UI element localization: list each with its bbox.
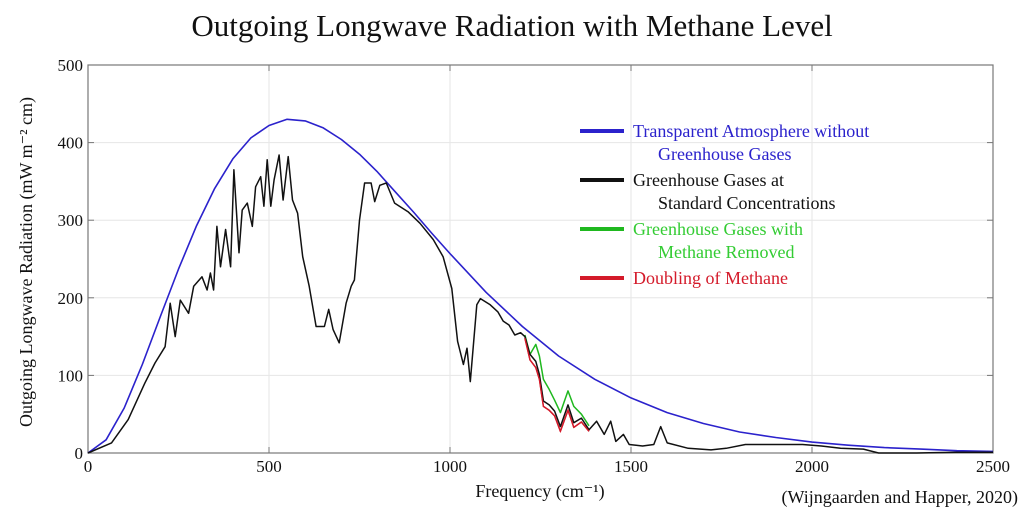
x-axis-label: Frequency (cm⁻¹) — [475, 481, 604, 502]
legend-label: Greenhouse Gases — [658, 144, 791, 164]
legend-label: Greenhouse Gases with — [633, 219, 803, 239]
x-tick-label: 500 — [256, 457, 282, 476]
legend-label: Transparent Atmosphere without — [633, 121, 869, 141]
y-tick-label: 200 — [58, 289, 84, 308]
y-axis-label: Outgoing Longwave Radiation (mW m⁻² cm) — [16, 97, 37, 427]
citation: (Wijngaarden and Happer, 2020) — [782, 487, 1018, 508]
chart-title: Outgoing Longwave Radiation with Methane… — [191, 8, 832, 43]
tick-labels: 0 500 1000 1500 2000 2500 0 100 200 300 400 500 — [58, 56, 1011, 476]
legend: Transparent Atmosphere without Greenhouse… — [580, 121, 869, 288]
series-line-3-overlay — [524, 338, 590, 434]
series-line-1 — [87, 154, 993, 454]
x-tick-label: 1000 — [433, 457, 467, 476]
legend-label: Standard Concentrations — [658, 193, 835, 213]
legend-label: Greenhouse Gases at — [633, 170, 784, 190]
plot-frame — [87, 64, 994, 454]
series-lines — [87, 118, 994, 454]
y-tick-label: 100 — [58, 366, 84, 385]
x-tick-label: 0 — [84, 457, 93, 476]
legend-label: Doubling of Methane — [633, 268, 788, 288]
y-tick-label: 500 — [58, 56, 84, 75]
y-tick-label: 0 — [75, 444, 84, 463]
y-tick-label: 400 — [58, 134, 84, 153]
y-tick-label: 300 — [58, 211, 84, 230]
x-tick-label: 2500 — [976, 457, 1010, 476]
series-line-2 — [524, 334, 590, 427]
x-tick-label: 2000 — [795, 457, 829, 476]
legend-label: Methane Removed — [658, 242, 794, 262]
x-tick-label: 1500 — [614, 457, 648, 476]
series-line-0 — [87, 118, 994, 454]
